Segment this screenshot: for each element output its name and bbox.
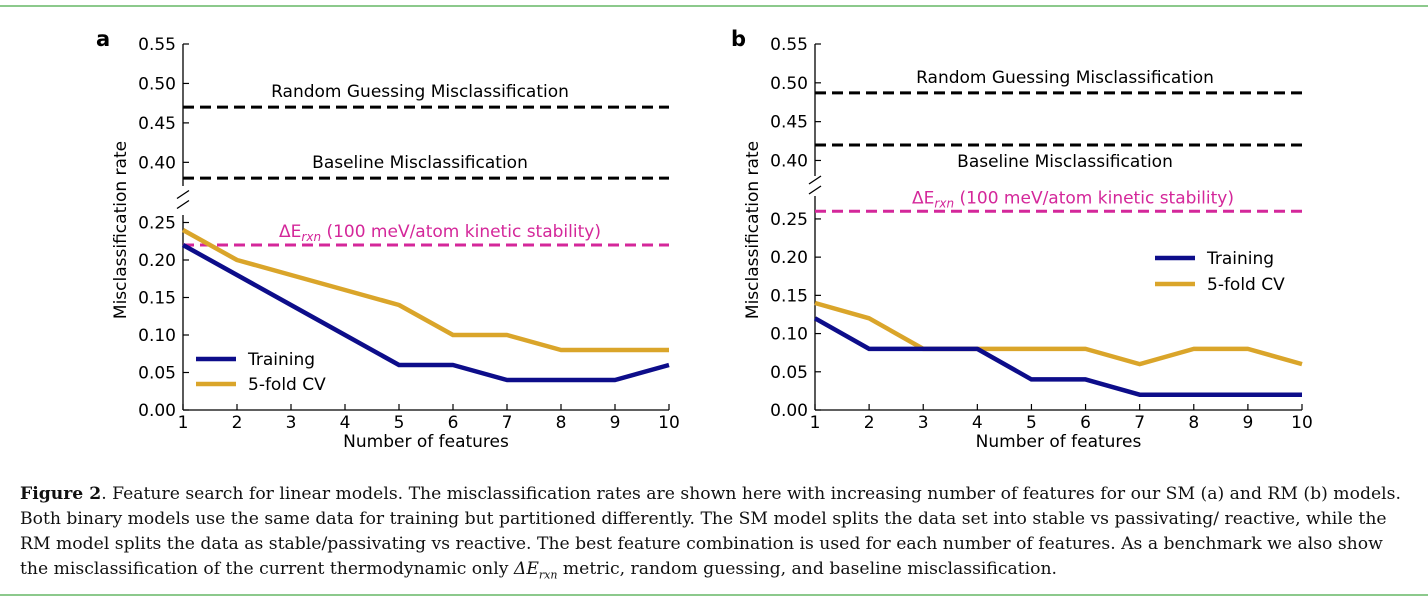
kinetic-stability-label: ΔErxn (100 meV/atom kinetic stability): [279, 222, 601, 244]
y-tick-label: 0.45: [138, 114, 176, 134]
top-rule: [0, 5, 1428, 7]
x-tick-label: 3: [286, 413, 297, 433]
x-tick-label: 6: [1080, 413, 1091, 433]
x-tick-label: 8: [556, 413, 567, 433]
y-tick-label: 0.10: [138, 326, 176, 346]
reference-line-label: Random Guessing Misclassification: [916, 68, 1214, 88]
x-tick-label: 3: [918, 413, 929, 433]
x-tick-label: 7: [502, 413, 513, 433]
figure-caption: Figure 2. Feature search for linear mode…: [20, 482, 1410, 587]
series-line-cv: [181, 228, 669, 353]
x-tick-label: 9: [1242, 413, 1253, 433]
y-axis-label: Misclassification rate: [743, 141, 763, 319]
x-tick-label: 4: [972, 413, 983, 433]
caption-label: Figure 2: [20, 484, 102, 504]
kinetic-label-prefix: ΔE: [279, 222, 301, 242]
axis-break-mark: [176, 199, 190, 210]
x-tick-label: 5: [1026, 413, 1037, 433]
x-tick-label: 6: [448, 413, 459, 433]
y-tick-label: 0.20: [138, 251, 176, 271]
y-tick-label: 0.25: [138, 214, 176, 234]
x-tick-label: 1: [178, 413, 189, 433]
y-tick-label: 0.05: [138, 364, 176, 384]
y-tick-label: 0.40: [770, 151, 808, 171]
kinetic-stability-label: ΔErxn (100 meV/atom kinetic stability): [912, 188, 1234, 210]
kinetic-label-sub: rxn: [934, 196, 954, 210]
reference-line-label: Baseline Misclassification: [957, 152, 1173, 172]
kinetic-label-sub: rxn: [301, 230, 321, 244]
bottom-rule: [0, 594, 1428, 596]
x-tick-label: 10: [1291, 413, 1313, 433]
axis-break-mark: [808, 175, 822, 185]
series-line-training: [181, 243, 670, 383]
legend-label: 5-fold CV: [248, 375, 326, 395]
y-tick-label: 0.20: [770, 248, 808, 268]
panel-label-a: a: [96, 27, 110, 51]
legend-label: Training: [247, 350, 315, 370]
y-tick-label: 0.55: [138, 35, 176, 55]
y-tick-label: 0.25: [770, 210, 808, 230]
y-tick-label: 0.00: [770, 401, 808, 421]
x-tick-label: 7: [1134, 413, 1145, 433]
y-tick-label: 0.15: [138, 289, 176, 309]
series-line-training: [813, 316, 1302, 397]
y-tick-label: 0.10: [770, 325, 808, 345]
y-tick-label: 0.50: [138, 74, 176, 94]
reference-line-label: Baseline Misclassification: [312, 153, 528, 173]
x-tick-label: 9: [610, 413, 621, 433]
legend-label: 5-fold CV: [1207, 275, 1285, 295]
caption-text: . Feature search for linear models. The …: [20, 484, 1401, 579]
x-axis-label: Number of features: [343, 432, 509, 452]
y-tick-label: 0.55: [770, 35, 808, 55]
kinetic-label-prefix: ΔE: [912, 188, 934, 208]
y-tick-label: 0.15: [770, 286, 808, 306]
figure-charts: a 1 2 3 4 5 6 7 8 9 10 0.00 0.05 0.10 0.15 0.20 0.25 0.40…: [96, 27, 1313, 452]
y-tick-label: 0.05: [770, 363, 808, 383]
axis-break-mark: [176, 189, 190, 200]
caption-tail: metric, random guessing, and baseline mi…: [557, 559, 1058, 579]
panel-label-b: b: [731, 27, 746, 51]
caption-metric-sub: rxn: [538, 568, 558, 582]
y-tick-label: 0.00: [138, 401, 176, 421]
y-tick-label: 0.50: [770, 74, 808, 94]
reference-line-label: Random Guessing Misclassification: [271, 82, 569, 102]
x-tick-label: 2: [864, 413, 875, 433]
x-tick-label: 4: [340, 413, 351, 433]
y-axis-label: Misclassification rate: [111, 141, 131, 319]
y-tick-label: 0.45: [770, 113, 808, 133]
x-tick-label: 10: [658, 413, 680, 433]
x-tick-label: 1: [810, 413, 821, 433]
x-tick-label: 5: [394, 413, 405, 433]
x-axis-label: Number of features: [976, 432, 1142, 452]
x-tick-label: 8: [1188, 413, 1199, 433]
y-tick-label: 0.40: [138, 153, 176, 173]
kinetic-label-suffix: (100 meV/atom kinetic stability): [954, 188, 1234, 208]
kinetic-label-suffix: (100 meV/atom kinetic stability): [321, 222, 601, 242]
x-tick-label: 2: [232, 413, 243, 433]
series-line-cv: [814, 300, 1303, 367]
caption-metric: ΔE: [513, 559, 539, 579]
axis-break-mark: [808, 185, 822, 195]
legend-label: Training: [1206, 249, 1274, 269]
